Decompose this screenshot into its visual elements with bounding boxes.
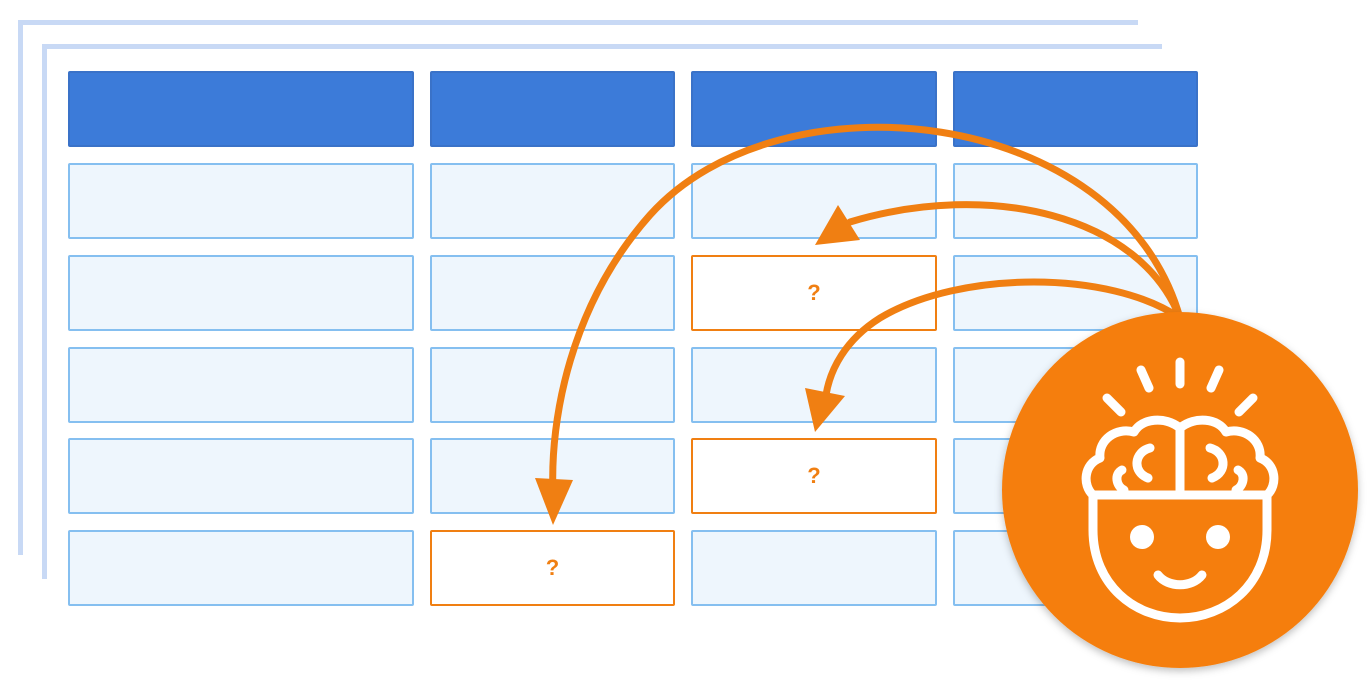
- missing-value-label: ?: [807, 463, 821, 488]
- table-cell-r5-c1: [68, 530, 414, 606]
- header-cell-2: [430, 71, 675, 147]
- stacked-sheet-front-top: [42, 44, 1162, 49]
- imputation-arrow-r2-c3: [815, 201, 1184, 322]
- table-cell-r2-c1: [68, 255, 414, 331]
- table-cell-r3-c2: [430, 347, 675, 423]
- imputation-arrow-r5-c2: [535, 123, 1184, 525]
- header-cell-1: [68, 71, 414, 147]
- table-cell-r1-c1: [68, 163, 414, 239]
- table-cell-r5-c3: [691, 530, 937, 606]
- missing-value-label: ?: [807, 280, 821, 305]
- brain-head-eye-right: [1206, 525, 1230, 549]
- brain-head-icon: [1081, 357, 1279, 623]
- header-cell-4: [953, 71, 1198, 147]
- imputation-arrow-r4-c3: [805, 278, 1184, 432]
- table-cell-r1-c2: [430, 163, 675, 239]
- missing-value-label: ?: [545, 555, 560, 580]
- missing-cell-r5-c2: ?: [430, 530, 675, 606]
- table-cell-r1-c3: [691, 163, 937, 239]
- missing-cell-r4-c3: ?: [691, 438, 937, 514]
- table-cell-r4-c1: [68, 438, 414, 514]
- brain-head-badge: [1002, 312, 1358, 668]
- stacked-sheet-back-left: [18, 20, 23, 555]
- stacked-sheet-back-top: [18, 20, 1138, 25]
- missing-cell-r2-c3: ?: [691, 255, 937, 331]
- table-cell-r3-c1: [68, 347, 414, 423]
- stacked-sheet-front-left: [42, 44, 47, 579]
- table-cell-r2-c2: [430, 255, 675, 331]
- brain-head-eye-left: [1130, 525, 1154, 549]
